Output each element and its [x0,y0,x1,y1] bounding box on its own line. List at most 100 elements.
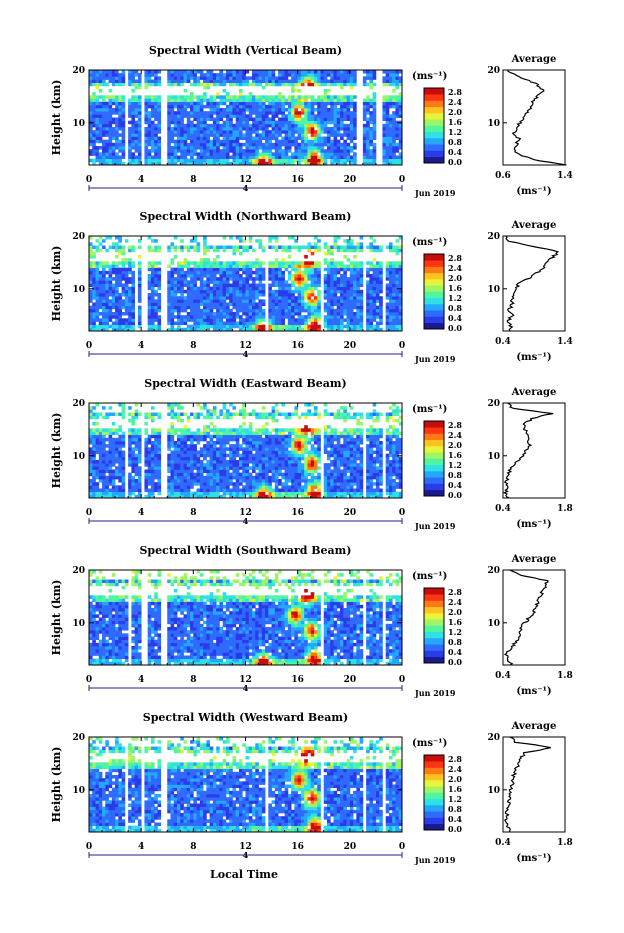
heatmap-cell [327,322,331,326]
heatmap-cell [272,325,276,329]
heatmap-cell [317,261,321,265]
heatmap-cell [105,143,109,147]
heatmap-cell [252,83,256,87]
heatmap-cell [92,137,96,141]
heatmap-cell [122,140,126,144]
heatmap-cell [382,76,386,80]
heatmap-cell [203,258,207,262]
heatmap-cell [213,111,217,115]
heatmap-cell [275,309,279,313]
heatmap-cell [154,70,158,74]
heatmap-cell [154,111,158,115]
heatmap-cell [373,118,377,122]
heatmap-cell [311,146,315,150]
heatmap-cell [180,284,184,288]
heatmap-cell [259,322,263,326]
heatmap-cell [246,315,250,319]
heatmap-cell [148,149,152,153]
heatmap-cell [272,159,276,163]
heatmap-cell [187,303,191,307]
heatmap-cell [197,265,201,269]
average-y-tick-label: 20 [487,66,500,76]
heatmap-cell [118,99,122,103]
heatmap-cell [138,428,142,432]
heatmap-cell [252,315,256,319]
heatmap-cell [89,102,93,106]
heatmap-cell [236,80,240,84]
heatmap-cell [255,137,259,141]
heatmap-cell [180,447,184,451]
heatmap-cell [373,137,377,141]
heatmap-cell [102,114,106,118]
heatmap-cell [180,239,184,243]
heatmap-cell [324,137,328,141]
heatmap-cell [239,105,243,109]
heatmap-cell [314,121,318,125]
heatmap-cell [392,118,396,122]
heatmap-cell [314,261,318,265]
heatmap-cell [122,413,126,417]
heatmap-cell [347,105,351,109]
heatmap-cell [226,265,230,269]
heatmap-cell [135,70,139,74]
heatmap-cell [265,156,269,160]
heatmap-cell [144,451,148,455]
heatmap-cell [252,290,256,294]
heatmap-cell [112,133,116,137]
heatmap-cell [278,80,282,84]
heatmap-cell [229,73,233,77]
heatmap-cell [171,114,175,118]
heatmap-cell [138,146,142,150]
heatmap-cell [193,299,197,303]
heatmap-cell [223,287,227,291]
heatmap-cell [392,102,396,106]
heatmap-cell [122,149,126,153]
heatmap-cell [373,325,377,329]
heatmap-cell [96,413,100,417]
heatmap-cell [213,124,217,128]
heatmap-cell [252,249,256,253]
heatmap-cell [144,454,148,458]
heatmap-cell [327,306,331,310]
heatmap-cell [324,318,328,322]
heatmap-cell [268,76,272,80]
heatmap-cell [281,124,285,128]
heatmap-cell [206,146,210,150]
heatmap-cell [236,149,240,153]
heatmap-cell [373,284,377,288]
heatmap-cell [210,287,214,291]
heatmap-cell [102,277,106,281]
heatmap-cell [236,271,240,275]
heatmap-cell [184,274,188,278]
heatmap-cell [343,284,347,288]
heatmap-cell [324,277,328,281]
heatmap-cell [301,95,305,99]
heatmap-cell [210,152,214,156]
heatmap-cell [177,70,181,74]
heatmap-cell [92,80,96,84]
heatmap-cell [294,152,298,156]
heatmap-cell [304,130,308,134]
heatmap-cell [154,124,158,128]
heatmap-cell [281,102,285,106]
heatmap-cell [154,293,158,297]
heatmap-cell [363,105,367,109]
heatmap-cell [177,159,181,163]
heatmap-cell [340,280,344,284]
heatmap-cell [320,152,324,156]
heatmap-cell [314,271,318,275]
heatmap-cell [180,492,184,496]
heatmap-cell [99,457,103,461]
heatmap-cell [304,309,308,313]
heatmap-cell [89,296,93,300]
heatmap-cell [294,80,298,84]
heatmap-cell [265,83,269,87]
heatmap-cell [138,108,142,112]
heatmap-cell [343,303,347,307]
heatmap-cell [96,80,100,84]
heatmap-cell [180,118,184,122]
heatmap-cell [184,89,188,93]
heatmap-cell [128,451,132,455]
heatmap-cell [213,149,217,153]
heatmap-cell [122,83,126,87]
